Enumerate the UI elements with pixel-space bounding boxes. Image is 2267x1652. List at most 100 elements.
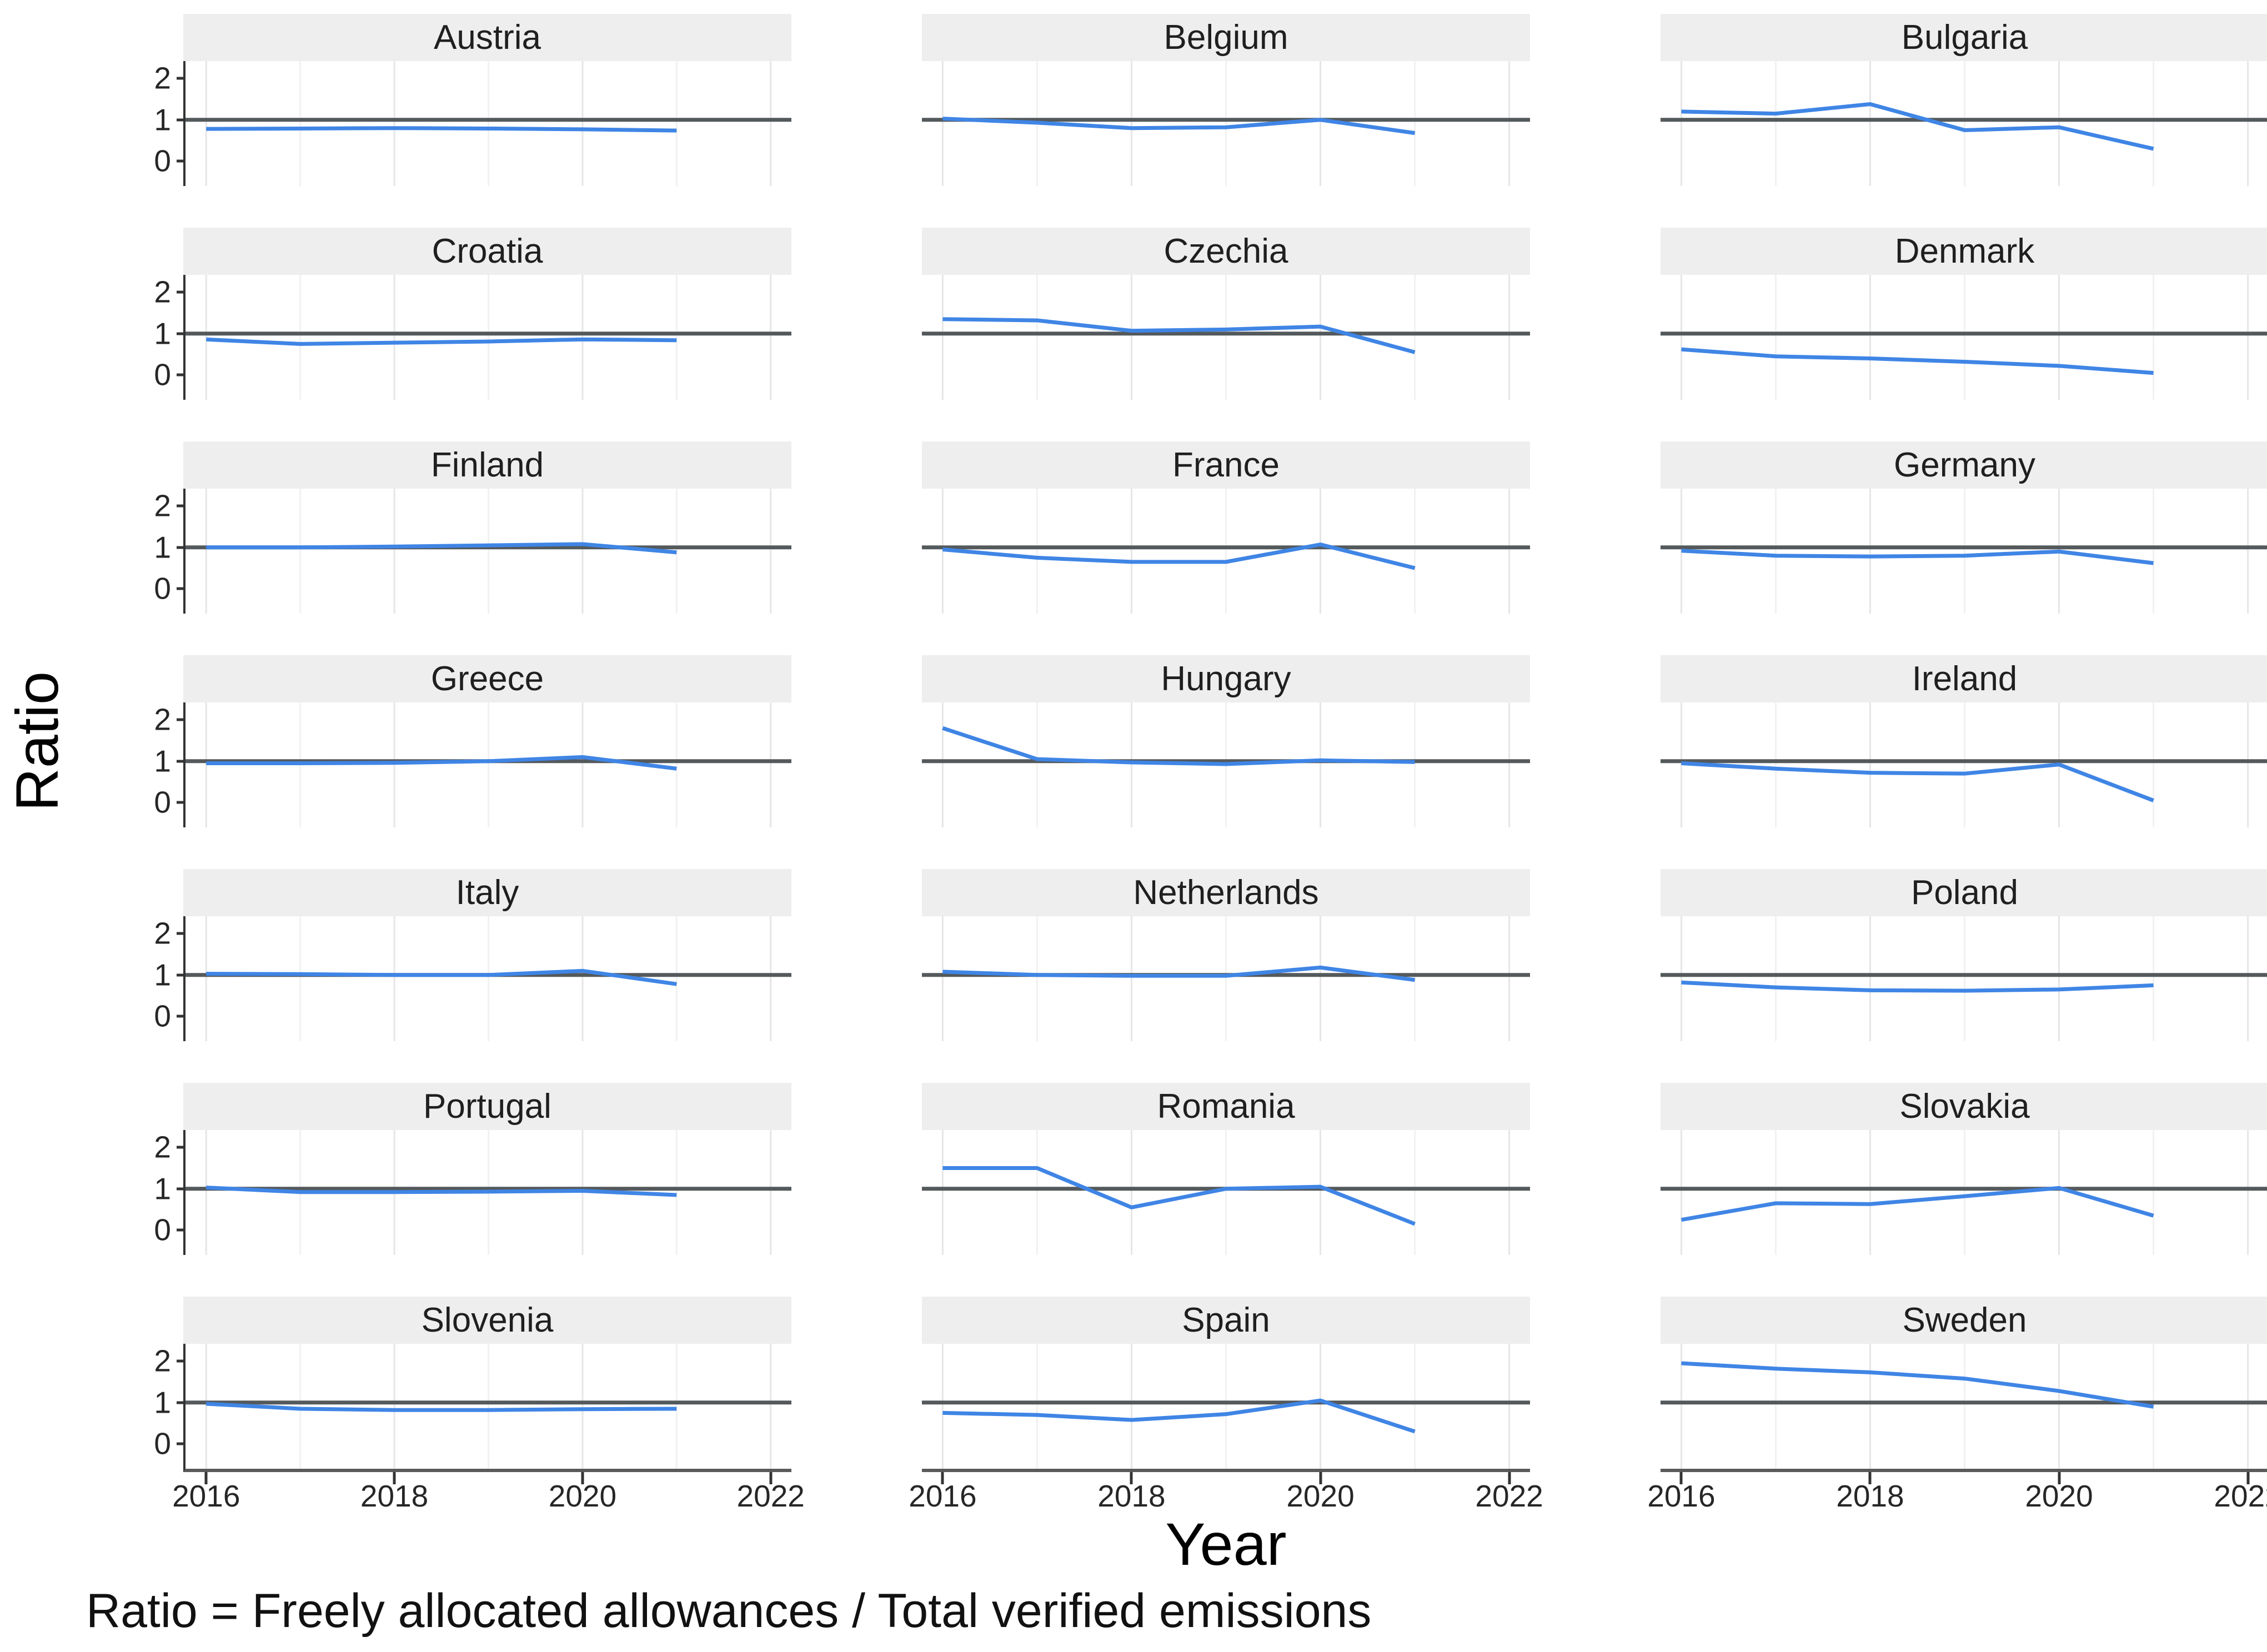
facet-panel-germany: Germany	[1661, 441, 2267, 614]
facet-panel-france: France	[922, 441, 1530, 614]
x-tick-label: 2022	[736, 1479, 805, 1513]
facet-title: Spain	[1182, 1301, 1270, 1339]
facet-strip: Bulgaria	[1661, 14, 2267, 61]
x-tick-mark	[2058, 1472, 2061, 1484]
facet-panel-belgium: Belgium	[922, 14, 1530, 186]
x-tick-mark	[204, 1472, 208, 1484]
y-tick-mark	[177, 760, 185, 763]
facet-panel-italy: Italy 2 1 0	[154, 869, 791, 1041]
facet-strip: Portugal	[183, 1083, 791, 1130]
facet-title: Belgium	[1163, 18, 1288, 57]
x-tick-mark	[1130, 1472, 1133, 1484]
y-tick-label: 1	[154, 957, 171, 992]
plot-area	[1661, 275, 2267, 400]
y-tick-mark	[177, 1228, 185, 1232]
plot-area	[922, 61, 1530, 186]
facet-title: Bulgaria	[1901, 18, 2028, 57]
x-tick-label: 2022	[1475, 1479, 1543, 1513]
facet-title: Slovakia	[1899, 1087, 2030, 1126]
ratio-line	[1681, 104, 2153, 148]
y-tick-mark	[177, 159, 185, 163]
ratio-line	[942, 319, 1415, 353]
y-tick-label: 1	[154, 316, 171, 351]
y-tick-label: 1	[154, 1385, 171, 1420]
facet-title: Austria	[434, 18, 541, 57]
facet-chart	[185, 1130, 791, 1255]
facet-strip: Austria	[183, 14, 791, 61]
plot-area: 2 1 0	[154, 275, 791, 400]
ratio-line	[942, 967, 1415, 980]
y-tick-mark	[177, 504, 185, 508]
facet-title: Portugal	[423, 1087, 551, 1126]
facet-chart	[922, 61, 1530, 186]
facet-strip: Czechia	[922, 228, 1530, 275]
facet-strip: Belgium	[922, 14, 1530, 61]
facet-title: Ireland	[1912, 660, 2018, 698]
facet-panel-hungary: Hungary	[922, 655, 1530, 827]
ratio-line	[1681, 349, 2153, 373]
facet-panel-spain: Spain 2016 2018 2020 2022	[909, 1297, 1543, 1512]
facet-panel-poland: Poland	[1661, 869, 2267, 1041]
facet-panel-austria: Austria 2 1 0	[154, 14, 791, 186]
y-tick-mark	[177, 801, 185, 804]
facet-strip: Spain	[922, 1297, 1530, 1344]
facet-chart	[185, 702, 791, 827]
ratio-line	[1681, 1188, 2153, 1219]
facet-chart	[1661, 61, 2267, 186]
ratio-line	[942, 119, 1415, 133]
facet-panel-denmark: Denmark	[1661, 228, 2267, 400]
facet-title: Slovenia	[421, 1301, 554, 1339]
facet-panel-ireland: Ireland	[1661, 655, 2267, 827]
x-tick-mark	[1508, 1472, 1511, 1484]
x-tick-label: 2020	[2025, 1479, 2093, 1513]
y-tick-mark	[177, 290, 185, 294]
y-tick-label: 2	[154, 702, 171, 737]
x-tick-mark	[393, 1472, 396, 1484]
plot-area	[1661, 1130, 2267, 1255]
plot-area	[922, 702, 1530, 827]
facet-panel-sweden: Sweden 2016 2018 2020 2022	[1647, 1297, 2267, 1512]
facet-panel-slovakia: Slovakia	[1661, 1083, 2267, 1255]
facet-title: Finland	[430, 446, 544, 484]
facet-strip: France	[922, 441, 1530, 489]
facet-chart	[1661, 489, 2267, 614]
plot-area: 2 1 0 2016 2018 2020 2022	[154, 1344, 805, 1512]
plot-area	[922, 275, 1530, 400]
facet-title: Hungary	[1161, 660, 1291, 698]
y-tick-label: 0	[154, 785, 171, 820]
facet-chart	[922, 489, 1530, 614]
facet-panel-romania: Romania	[922, 1083, 1530, 1255]
y-tick-mark	[177, 973, 185, 977]
y-tick-mark	[177, 1015, 185, 1018]
facet-title: Poland	[1910, 873, 2019, 912]
facet-chart	[1661, 1130, 2267, 1255]
x-tick-mark	[941, 1472, 944, 1484]
ratio-line	[206, 339, 676, 344]
x-tick-label: 2018	[360, 1479, 429, 1513]
y-tick-label: 0	[154, 143, 171, 178]
plot-area: 2016 2018 2020 2022	[909, 1344, 1543, 1512]
facet-chart	[922, 1130, 1530, 1255]
facet-chart	[922, 1344, 1530, 1469]
plot-area	[922, 489, 1530, 614]
facet-strip: Slovenia	[183, 1297, 791, 1344]
facet-strip: Denmark	[1661, 228, 2267, 275]
facet-panel-portugal: Portugal 2 1 0	[154, 1083, 791, 1255]
ratio-line	[206, 971, 676, 984]
y-tick-label: 2	[154, 1343, 171, 1378]
facet-chart	[922, 916, 1530, 1041]
x-tick-label: 2016	[172, 1479, 240, 1513]
ratio-line	[1681, 1363, 2153, 1407]
facet-title: Netherlands	[1133, 873, 1319, 912]
ratio-line	[942, 728, 1415, 764]
x-tick-mark	[769, 1472, 773, 1484]
ratio-line	[206, 1404, 676, 1410]
facet-title: Denmark	[1894, 232, 2035, 270]
facet-strip: Romania	[922, 1083, 1530, 1130]
facet-strip: Sweden	[1661, 1297, 2267, 1344]
facet-strip: Poland	[1661, 869, 2267, 916]
plot-area	[922, 1130, 1530, 1255]
x-tick-mark	[2246, 1472, 2250, 1484]
y-tick-mark	[177, 77, 185, 80]
plot-area: 2 1 0	[154, 61, 791, 186]
